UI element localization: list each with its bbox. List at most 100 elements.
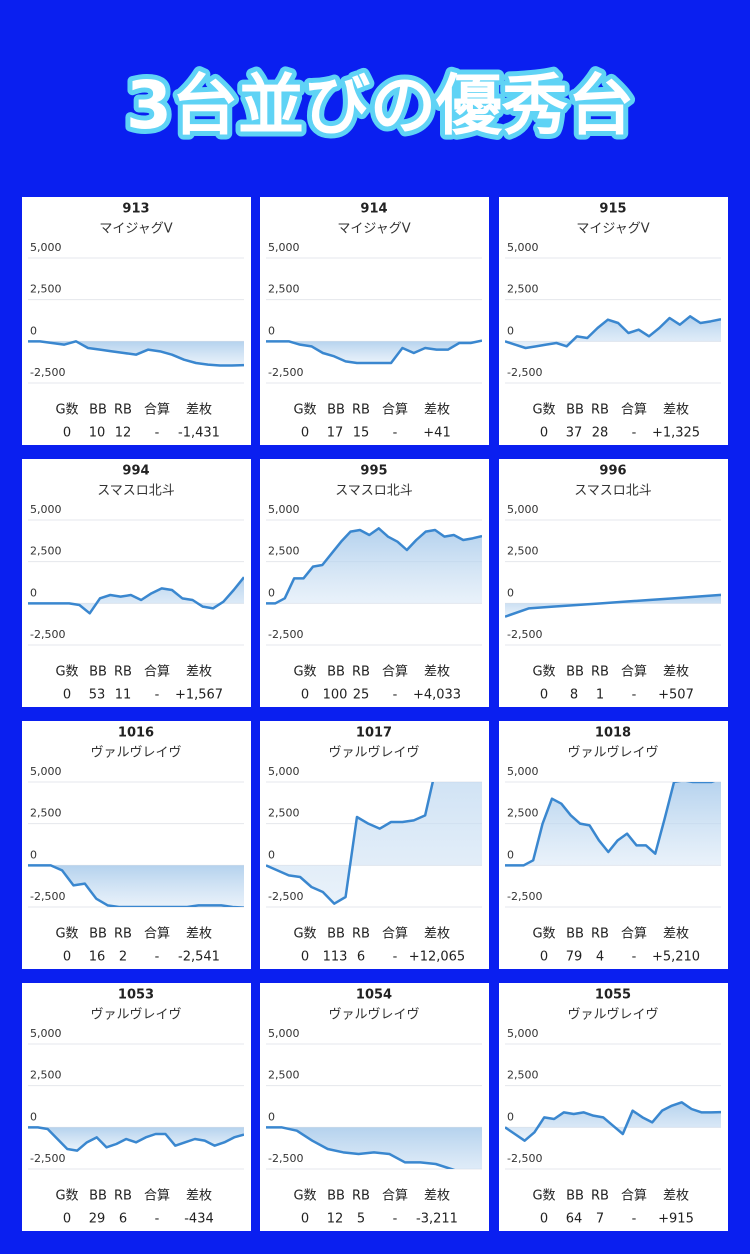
machine-name: ヴァルヴレイヴ <box>567 1007 658 1023</box>
y-tick-label: 0 <box>30 1110 37 1123</box>
y-tick-label: -2,500 <box>507 366 542 379</box>
stats-value: 100 <box>323 688 348 703</box>
area <box>28 1127 244 1151</box>
stats-value: 113 <box>323 950 348 965</box>
y-tick-label: 0 <box>268 586 275 599</box>
stats-value: 53 <box>89 688 106 703</box>
machine-number: 915 <box>599 202 626 217</box>
y-tick-label: 0 <box>268 848 275 861</box>
stats-header: 差枚 <box>663 403 689 418</box>
machine-panel: 913 マイジャグV 5,000 2,500 0 -2,500 G数 BB RB 合算 差枚 0 10 1… <box>22 197 251 445</box>
panel-bg <box>22 459 251 707</box>
stats-header: BB <box>327 927 345 942</box>
stats-header: BB <box>566 665 584 680</box>
stats-value: -1,431 <box>178 426 220 441</box>
stats-value: 12 <box>327 1212 344 1227</box>
stats-value: +12,065 <box>409 950 465 965</box>
panel-bg <box>260 983 489 1231</box>
machine-name: ヴァルヴレイヴ <box>328 1007 419 1023</box>
machine-name: マイジャグV <box>576 222 649 237</box>
stats-header: G数 <box>293 665 316 680</box>
stats-header: 合算 <box>621 403 647 418</box>
stats-header: RB <box>114 927 132 942</box>
stats-value: - <box>632 426 637 441</box>
y-tick-label: 2,500 <box>30 545 62 558</box>
stats-value: -2,541 <box>178 950 220 965</box>
stats-value: - <box>393 950 398 965</box>
panel-bg <box>22 197 251 445</box>
y-tick-label: -2,500 <box>30 366 65 379</box>
stats-header: BB <box>89 403 107 418</box>
stats-value: -434 <box>184 1212 214 1227</box>
y-tick-label: 0 <box>507 1110 514 1123</box>
stats-header: BB <box>89 1189 107 1204</box>
machine-number: 1016 <box>118 726 154 741</box>
line <box>505 782 716 867</box>
y-tick-label: 2,500 <box>268 545 300 558</box>
stats-header: 差枚 <box>424 927 450 942</box>
stats-header: RB <box>114 1189 132 1204</box>
y-tick-label: 5,000 <box>507 765 539 778</box>
stats-header: G数 <box>532 1189 555 1204</box>
machine-number: 913 <box>122 202 149 217</box>
stats-value: - <box>155 426 160 441</box>
stats-value: 17 <box>327 426 344 441</box>
y-tick-label: -2,500 <box>268 628 303 641</box>
stats-header: G数 <box>532 403 555 418</box>
y-tick-label: 2,500 <box>268 1069 300 1082</box>
stats-value: 0 <box>540 950 548 965</box>
stats-header: RB <box>352 665 370 680</box>
y-tick-label: 5,000 <box>30 765 62 778</box>
panel-bg <box>22 721 251 969</box>
machine-name: ヴァルヴレイヴ <box>90 745 181 761</box>
stats-value: - <box>155 1212 160 1227</box>
area <box>28 865 244 907</box>
y-tick-label: 0 <box>30 848 37 861</box>
line <box>505 1101 721 1142</box>
y-tick-label: 2,500 <box>30 283 62 296</box>
stats-value: 0 <box>540 426 548 441</box>
stats-header: G数 <box>55 403 78 418</box>
y-tick-label: -2,500 <box>30 890 65 903</box>
stats-header: BB <box>327 403 345 418</box>
stats-header: G数 <box>293 1189 316 1204</box>
area <box>266 340 482 363</box>
stats-header: G数 <box>532 927 555 942</box>
stats-header: 合算 <box>382 403 408 418</box>
stats-value: - <box>393 1212 398 1227</box>
stats-value: 0 <box>540 688 548 703</box>
stats-header: BB <box>89 665 107 680</box>
stats-value: 0 <box>301 950 309 965</box>
area <box>505 316 721 348</box>
stats-header: BB <box>89 927 107 942</box>
stats-value: +1,325 <box>652 426 700 441</box>
stats-header: 差枚 <box>186 927 212 942</box>
stats-header: BB <box>327 1189 345 1204</box>
stats-value: - <box>155 950 160 965</box>
stats-value: 8 <box>570 688 578 703</box>
machine-name: スマスロ北斗 <box>335 484 413 499</box>
machine-name: スマスロ北斗 <box>97 484 175 499</box>
stats-header: BB <box>566 1189 584 1204</box>
machine-panel: 995 スマスロ北斗 5,000 2,500 0 -2,500 G数 BB RB 合算 差枚 0 100… <box>260 459 489 707</box>
stats-header: RB <box>352 403 370 418</box>
stats-header: RB <box>114 665 132 680</box>
machine-panel: 1018 ヴァルヴレイヴ 5,000 2,500 0 -2,500 G数 BB RB 合算 差枚 0 7… <box>499 721 728 969</box>
stats-header: 合算 <box>144 927 170 942</box>
y-tick-label: 2,500 <box>507 283 539 296</box>
y-tick-label: 5,000 <box>30 1027 62 1040</box>
stats-header: RB <box>114 403 132 418</box>
line <box>266 782 435 905</box>
stats-value: +41 <box>423 426 450 441</box>
y-tick-label: -2,500 <box>507 628 542 641</box>
stats-header: 合算 <box>621 927 647 942</box>
y-tick-label: 5,000 <box>507 241 539 254</box>
stats-value: - <box>632 1212 637 1227</box>
machine-number: 994 <box>122 464 149 479</box>
stats-header: G数 <box>293 403 316 418</box>
y-tick-label: 5,000 <box>268 241 300 254</box>
machine-name: ヴァルヴレイヴ <box>567 745 658 761</box>
stats-header: 合算 <box>382 665 408 680</box>
